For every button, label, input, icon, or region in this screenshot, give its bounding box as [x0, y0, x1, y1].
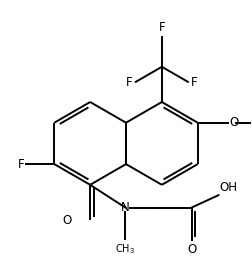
Text: O: O [230, 116, 239, 129]
Text: N: N [121, 201, 130, 214]
Text: O: O [63, 214, 72, 227]
Text: CH$_3$: CH$_3$ [115, 242, 135, 256]
Text: OH: OH [219, 181, 238, 194]
Text: F: F [159, 20, 165, 34]
Text: F: F [126, 76, 133, 89]
Text: O: O [187, 243, 196, 256]
Text: F: F [191, 76, 198, 89]
Text: F: F [18, 158, 24, 171]
